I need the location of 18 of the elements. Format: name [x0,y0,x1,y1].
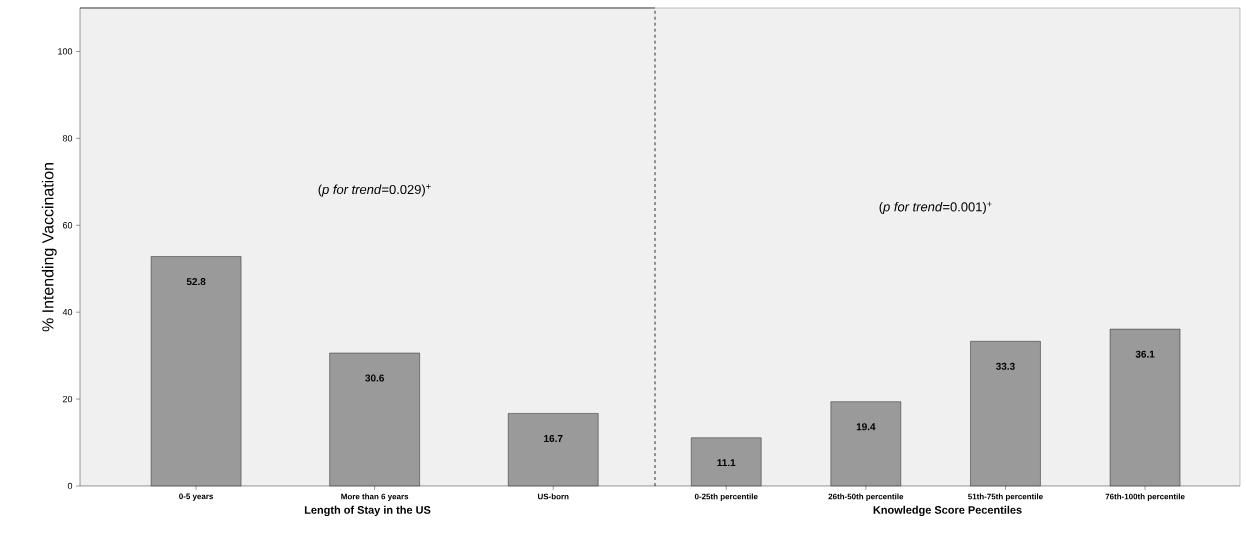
annotation: (p for trend=0.029)$^{+}$ [318,184,431,197]
data-label: 36.1 [1135,350,1155,358]
data-label: 33.3 [995,362,1015,370]
y-tick-label: 100 [58,48,73,55]
x-axis-title: Knowledge Score Pecentiles [873,505,1022,517]
y-tick-label: 40 [62,308,73,316]
y-axis-title: % Intending Vaccination [41,163,57,332]
data-label: 19.4 [856,423,876,431]
data-label: 11.1 [717,459,736,467]
x-axis-title: Length of Stay in the US [304,505,431,517]
y-tick-label: 20 [62,395,73,403]
y-tick-label: 0 [67,482,73,490]
y-tick-label: 80 [62,135,73,142]
y-tick-label: 60 [62,222,73,229]
data-label: 16.7 [544,434,563,442]
data-label: 52.8 [186,278,206,286]
data-label: 30.6 [365,374,384,382]
annotation: (p for trend=0.001)$^{+}$ [879,201,992,215]
